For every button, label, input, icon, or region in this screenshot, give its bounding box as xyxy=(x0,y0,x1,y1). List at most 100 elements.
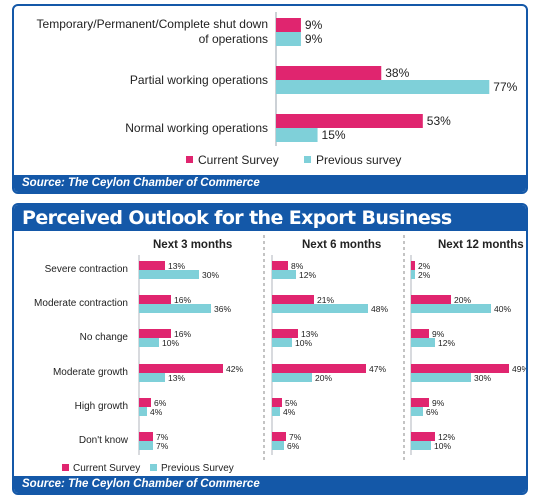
operations-chart: Temporary/Permanent/Complete shut downof… xyxy=(37,12,518,167)
outlook-bar-previous xyxy=(139,338,159,347)
outlook-bar-previous xyxy=(411,270,415,279)
outlook-bar-current xyxy=(272,295,314,304)
outlook-panel-title: Next 12 months xyxy=(438,239,524,251)
outlook-bar-current-label: 21% xyxy=(317,295,334,305)
outlook-bar-previous-label: 36% xyxy=(214,304,231,314)
outlook-bar-previous xyxy=(272,270,296,279)
outlook-legend-swatch-previous xyxy=(150,464,157,471)
outlook-bar-current xyxy=(411,329,429,338)
outlook-bar-current xyxy=(139,329,171,338)
operations-bar-current xyxy=(276,18,301,32)
operations-bar-previous-label: 77% xyxy=(493,80,517,94)
outlook-bar-current-label: 9% xyxy=(432,398,445,408)
outlook-bar-previous-label: 12% xyxy=(438,338,455,348)
outlook-bar-previous-label: 4% xyxy=(150,407,163,417)
outlook-bar-previous xyxy=(411,338,435,347)
operations-bar-current-label: 9% xyxy=(305,18,323,32)
legend-label-current: Current Survey xyxy=(198,153,279,167)
outlook-bar-previous-label: 6% xyxy=(426,407,439,417)
outlook-bar-current xyxy=(272,398,282,407)
outlook-bar-current xyxy=(411,398,429,407)
outlook-bar-previous xyxy=(411,441,431,450)
outlook-panel-title: Next 3 months xyxy=(153,239,232,251)
outlook-bar-previous-label: 6% xyxy=(287,441,300,451)
outlook-category-label: Moderate contraction xyxy=(34,298,128,309)
outlook-bar-current xyxy=(411,261,415,270)
outlook-bar-current-label: 2% xyxy=(418,261,431,271)
outlook-bar-current-label: 16% xyxy=(174,329,191,339)
outlook-bar-current-label: 9% xyxy=(432,329,445,339)
outlook-legend-swatch-current xyxy=(62,464,69,471)
outlook-category-label: Moderate growth xyxy=(53,367,128,378)
outlook-bar-current-label: 47% xyxy=(369,364,386,374)
outlook-bar-current xyxy=(272,329,298,338)
outlook-legend-label-current: Current Survey xyxy=(73,463,140,474)
outlook-bar-previous-label: 30% xyxy=(474,373,491,383)
outlook-bar-previous xyxy=(272,441,284,450)
operations-bar-previous xyxy=(276,80,490,94)
outlook-bar-previous-label: 30% xyxy=(202,270,219,280)
operations-bar-current xyxy=(276,66,382,80)
operations-bar-previous-label: 15% xyxy=(322,128,346,142)
outlook-bar-current-label: 12% xyxy=(438,432,455,442)
top-chart-source: Source: The Ceylon Chamber of Commerce xyxy=(14,175,526,192)
outlook-bar-current xyxy=(411,364,509,373)
outlook-bar-previous-label: 4% xyxy=(283,407,296,417)
outlook-bar-current xyxy=(411,295,451,304)
outlook-bar-current xyxy=(139,261,165,270)
outlook-bar-previous-label: 20% xyxy=(315,373,332,383)
operations-bar-current-label: 38% xyxy=(385,66,409,80)
outlook-bar-current-label: 16% xyxy=(174,295,191,305)
current-operations-chart-panel: Temporary/Permanent/Complete shut down of… xyxy=(12,4,528,194)
operations-bar-current xyxy=(276,114,423,128)
outlook-category-label: Don't know xyxy=(79,435,129,446)
outlook-bar-current-label: 20% xyxy=(454,295,471,305)
outlook-bar-previous xyxy=(139,270,199,279)
outlook-bar-previous xyxy=(411,407,423,416)
outlook-bar-current-label: 42% xyxy=(226,364,243,374)
operations-category-label: of operations xyxy=(199,32,268,46)
outlook-bar-current-label: 7% xyxy=(289,432,302,442)
outlook-bar-previous-label: 10% xyxy=(162,338,179,348)
operations-category-label: Normal working operations xyxy=(125,121,268,135)
outlook-category-label: Severe contraction xyxy=(45,264,128,275)
outlook-bar-current xyxy=(139,295,171,304)
legend-swatch-current xyxy=(186,156,193,163)
outlook-bar-current xyxy=(272,261,288,270)
outlook-bar-current-label: 13% xyxy=(301,329,318,339)
legend-label-previous: Previous survey xyxy=(316,153,401,167)
outlook-bar-current xyxy=(411,432,435,441)
outlook-bar-previous-label: 48% xyxy=(371,304,388,314)
outlook-bar-current xyxy=(139,398,151,407)
outlook-bar-previous-label: 12% xyxy=(299,270,316,280)
outlook-bar-previous-label: 2% xyxy=(418,270,431,280)
outlook-category-label: No change xyxy=(80,332,129,343)
outlook-bar-previous xyxy=(411,304,491,313)
outlook-bar-previous-label: 13% xyxy=(168,373,185,383)
outlook-bar-previous-label: 10% xyxy=(434,441,451,451)
outlook-bar-previous xyxy=(139,441,153,450)
legend-swatch-previous xyxy=(304,156,311,163)
operations-bar-current-label: 53% xyxy=(427,114,451,128)
outlook-bar-current-label: 13% xyxy=(168,261,185,271)
outlook-bar-current-label: 5% xyxy=(285,398,298,408)
outlook-legend-label-previous: Previous Survey xyxy=(161,463,234,474)
operations-bar-previous xyxy=(276,128,318,142)
bottom-chart-source: Source: The Ceylon Chamber of Commerce xyxy=(14,476,526,493)
operations-category-label: Temporary/Permanent/Complete shut down xyxy=(37,17,268,31)
export-outlook-chart: Severe contraction Moderate contraction No… xyxy=(34,235,526,474)
outlook-bar-previous-label: 40% xyxy=(494,304,511,314)
outlook-bar-current xyxy=(272,364,366,373)
operations-category-label: Partial working operations xyxy=(130,73,268,87)
outlook-bar-previous-label: 10% xyxy=(295,338,312,348)
outlook-category-label: High growth xyxy=(75,401,128,412)
outlook-bar-current xyxy=(272,432,286,441)
outlook-bar-previous xyxy=(139,373,165,382)
outlook-bar-previous xyxy=(272,373,312,382)
outlook-bar-previous-label: 7% xyxy=(156,441,169,451)
outlook-bar-current-label: 49% xyxy=(512,364,526,374)
operations-bar-previous xyxy=(276,32,301,46)
outlook-bar-previous xyxy=(411,373,471,382)
outlook-bar-previous xyxy=(272,338,292,347)
export-outlook-title: Perceived Outlook for the Export Busines… xyxy=(14,205,526,231)
